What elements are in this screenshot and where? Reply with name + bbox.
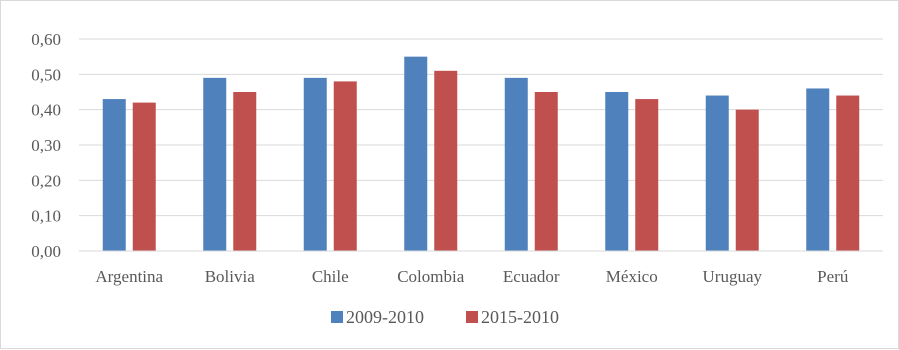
y-tick-label: 0,30: [31, 136, 61, 155]
x-category-label: Ecuador: [503, 267, 560, 286]
bars: [102, 56, 860, 252]
bar-2009-2010: [504, 77, 528, 251]
x-category-label: Bolivia: [205, 267, 256, 286]
y-tick-label: 0,00: [31, 242, 61, 261]
legend-swatch: [331, 311, 343, 323]
bar-2009-2010: [605, 92, 629, 251]
y-tick-label: 0,20: [31, 171, 61, 190]
bar-2015-2010: [534, 92, 558, 251]
bar-2009-2010: [404, 56, 428, 251]
bar-2015-2010: [132, 102, 156, 251]
legend-label: 2009-2010: [346, 307, 424, 327]
bar-2009-2010: [102, 99, 126, 251]
legend: 2009-2010 2015-2010: [331, 307, 559, 327]
x-category-label: Perú: [817, 267, 849, 286]
bar-2015-2010: [333, 81, 357, 252]
bar-2015-2010: [635, 99, 659, 251]
x-category-label: Colombia: [397, 267, 465, 286]
bar-2009-2010: [203, 77, 227, 251]
legend-label: 2015-2010: [481, 307, 559, 327]
x-category-label: Chile: [312, 267, 349, 286]
bar-2015-2010: [735, 109, 759, 252]
y-tick-label: 0,40: [31, 101, 61, 120]
x-category-label: Argentina: [95, 267, 163, 286]
y-tick-label: 0,60: [31, 30, 61, 49]
bar-2015-2010: [434, 70, 458, 251]
x-category-label: Uruguay: [703, 267, 763, 286]
y-axis-tick-labels: 0,00 0,10 0,20 0,30 0,40 0,50 0,60: [31, 30, 61, 261]
x-axis-category-labels: Argentina Bolivia Chile Colombia Ecuador Méxi…: [95, 267, 848, 286]
bar-2015-2010: [233, 92, 257, 251]
gridlines: [79, 38, 883, 217]
bar-2015-2010: [836, 95, 860, 252]
bar-2009-2010: [705, 95, 729, 252]
bar-2009-2010: [303, 77, 327, 251]
y-tick-label: 0,50: [31, 65, 61, 84]
y-tick-label: 0,10: [31, 207, 61, 226]
legend-swatch: [466, 311, 478, 323]
x-category-label: México: [606, 267, 658, 286]
bar-2009-2010: [806, 88, 830, 251]
